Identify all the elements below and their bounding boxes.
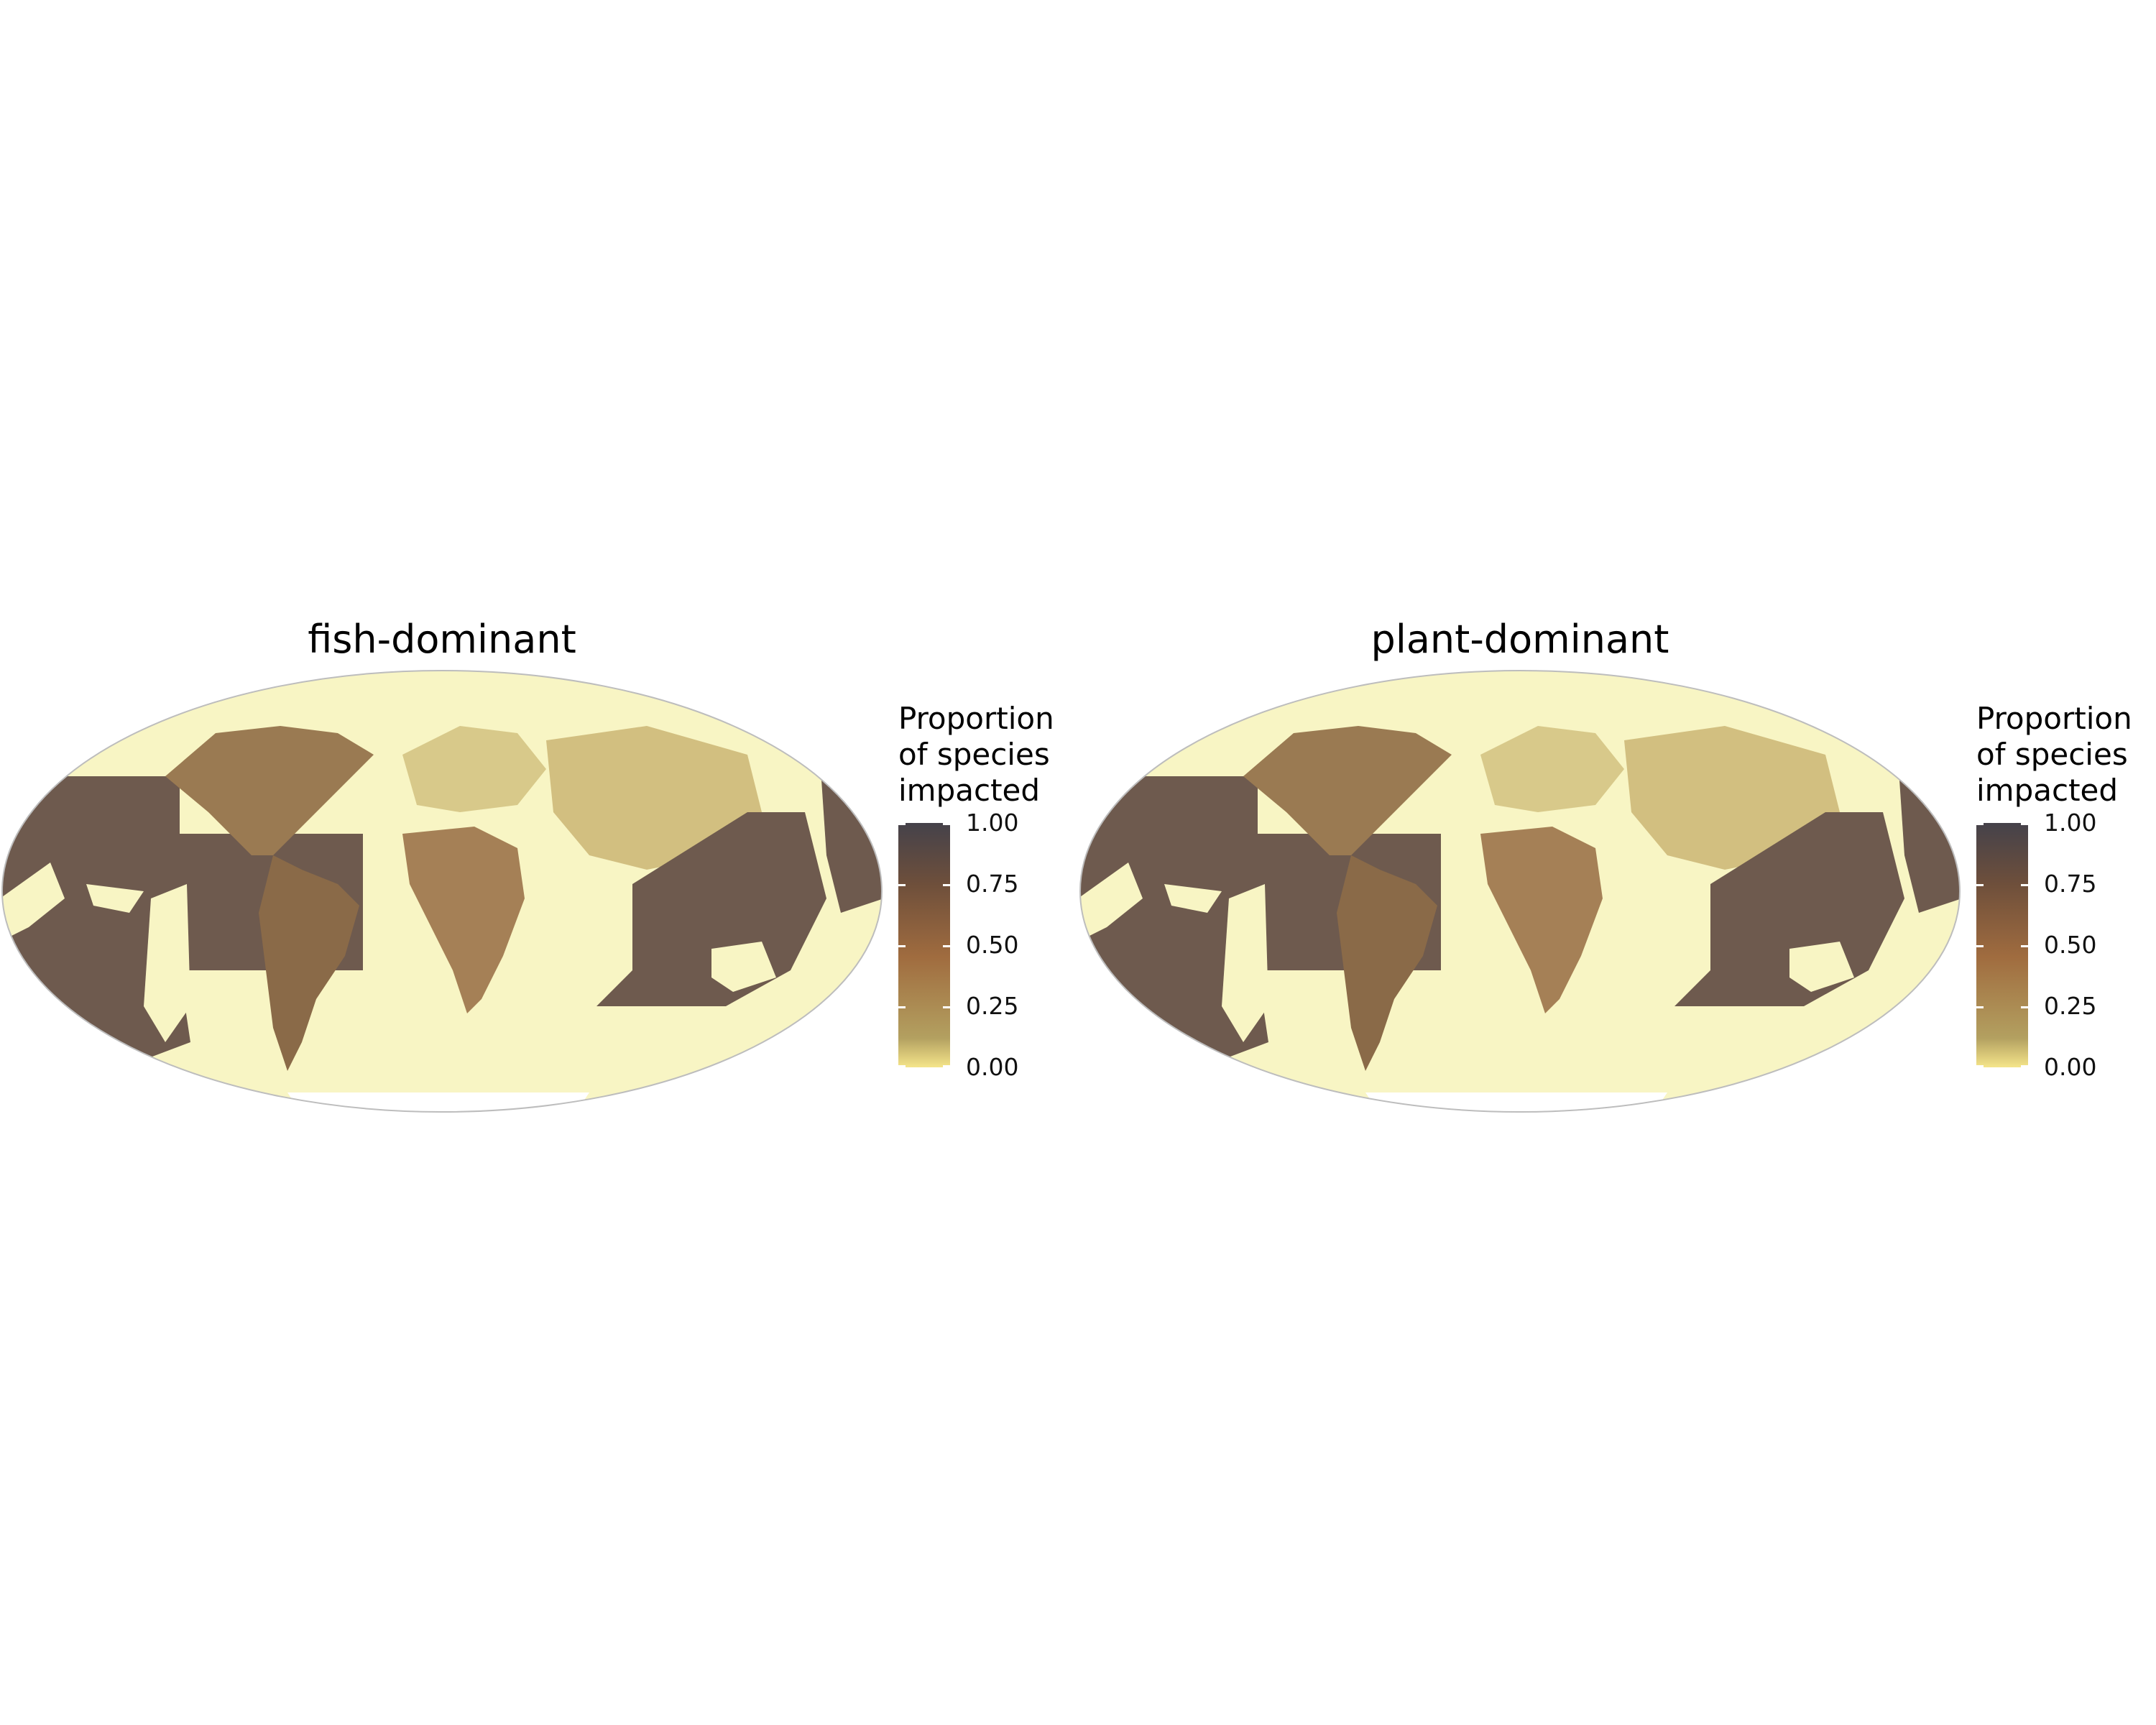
legend-title-line: Proportion [1976, 701, 2132, 736]
legend: Proportion of species impacted 1.00 0.75… [898, 701, 1078, 1103]
legend-label: 0.00 [966, 1053, 1019, 1081]
legend-title-line: of species [898, 737, 1050, 772]
legend-tick [898, 1006, 906, 1008]
map-outline [1, 670, 883, 1113]
ocean-gap [86, 884, 144, 913]
legend-tick [1976, 1065, 1984, 1067]
legend-tick [943, 823, 950, 825]
legend-label: 1.00 [2044, 809, 2097, 837]
legend-tick [898, 945, 906, 947]
south-america [259, 855, 359, 1071]
asia [546, 726, 762, 870]
legend-tick [2021, 945, 2028, 947]
legend-colorbar [898, 823, 950, 1067]
legend-tick [943, 945, 950, 947]
legend-label: 0.25 [966, 992, 1019, 1020]
north-america [1243, 726, 1452, 855]
map-outline [1079, 670, 1961, 1113]
legend-label: 1.00 [966, 809, 1019, 837]
europe [402, 726, 546, 812]
legend-tick [2021, 823, 2028, 825]
asia [1624, 726, 1840, 870]
legend-tick [2021, 884, 2028, 886]
legend-title-line: impacted [898, 773, 1041, 808]
impacted-ocean-region [596, 812, 826, 1006]
legend-title-line: of species [1976, 737, 2128, 772]
world-map [1079, 670, 1961, 1113]
panel-title: fish-dominant [308, 617, 576, 662]
antarctica [287, 1092, 589, 1112]
legend-tick [1976, 884, 1984, 886]
legend-label: 0.25 [2044, 992, 2097, 1020]
map-panel-fish-dominant: fish-dominant [1, 617, 1078, 1113]
ocean-gap [1164, 884, 1222, 913]
antarctica [1365, 1092, 1667, 1112]
legend-colorbar [1976, 823, 2028, 1067]
ocean-gap [1222, 884, 1268, 1042]
legend-tick [898, 1065, 906, 1067]
legend-label: 0.75 [966, 870, 1019, 898]
legend-label: 0.50 [966, 931, 1019, 959]
legend-tick [943, 884, 950, 886]
world-map [1, 670, 883, 1113]
panel-title: plant-dominant [1370, 617, 1669, 662]
australia [711, 942, 776, 992]
legend-tick [1976, 945, 1984, 947]
legend-tick [1976, 1006, 1984, 1008]
map-panel-plant-dominant: plant-dominant Proportion of species i [1078, 0, 2156, 1725]
impacted-ocean-region [1674, 812, 1904, 1006]
legend-label: 0.75 [2044, 870, 2097, 898]
legend-tick [2021, 1065, 2028, 1067]
legend: Proportion of species impacted 1.00 0.75… [1976, 701, 2156, 1103]
legend-label: 0.50 [2044, 931, 2097, 959]
legend-title: Proportion of species impacted [1976, 701, 2156, 809]
australia [1789, 942, 1854, 992]
legend-tick [898, 823, 906, 825]
ocean-gap [2, 862, 65, 942]
africa [1480, 827, 1603, 1013]
legend-title-line: impacted [1976, 773, 2119, 808]
legend-tick [943, 1065, 950, 1067]
legend-title-line: Proportion [898, 701, 1054, 736]
ocean-gap [1080, 862, 1143, 942]
north-america [165, 726, 374, 855]
africa [402, 827, 525, 1013]
legend-tick [1976, 823, 1984, 825]
legend-tick [943, 1006, 950, 1008]
legend-label: 0.00 [2044, 1053, 2097, 1081]
legend-title: Proportion of species impacted [898, 701, 1078, 809]
europe [1480, 726, 1624, 812]
legend-tick [898, 884, 906, 886]
south-america [1337, 855, 1437, 1071]
legend-tick [2021, 1006, 2028, 1008]
ocean-gap [144, 884, 190, 1042]
